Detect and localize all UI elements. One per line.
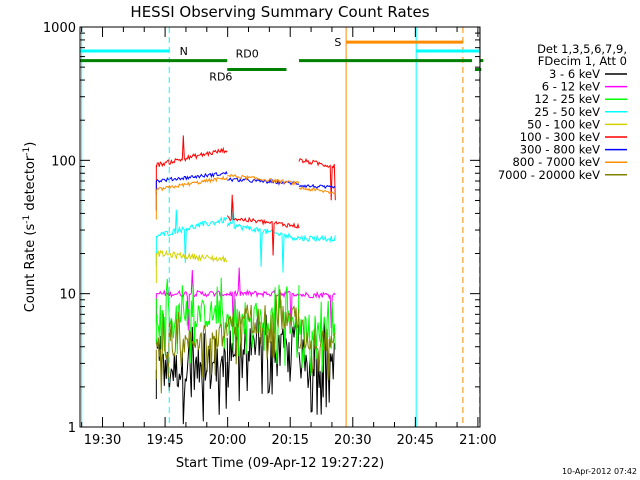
series-line-100-300 (155, 135, 228, 168)
legend-entry-label: 12 - 25 keV (534, 92, 600, 106)
plot-frame (79, 26, 481, 428)
series-line-6-12 (298, 290, 336, 329)
decim-label-rd6: RD6 (209, 71, 232, 84)
series-line-800-7000 (298, 186, 336, 195)
series-line-7000-20000 (155, 311, 228, 394)
series-layer (155, 135, 336, 425)
y-axis-label: Count Rate (s-1 detector-1) (22, 142, 38, 313)
legend-entry-label: 800 - 7000 keV (512, 155, 600, 169)
marker-layer: N S RD0 RD6 (80, 27, 484, 427)
series-line-3-6 (298, 318, 336, 415)
series-line-7000-20000 (226, 289, 300, 365)
x-tick-label: 20:15 (271, 433, 308, 448)
series-line-800-7000 (155, 175, 228, 192)
x-tick-label: 19:30 (84, 433, 121, 448)
y-axis-label-end: ) (23, 142, 38, 147)
y-tick-label: 100 (51, 154, 76, 169)
legend-header-1: Det 1,3,5,6,7,9, (537, 42, 627, 56)
x-tick-label: 21:00 (459, 433, 496, 448)
series-line-300-800 (298, 183, 336, 190)
legend-entry-label: 6 - 12 keV (542, 80, 600, 94)
series-line-25-50 (155, 209, 228, 264)
chart-title: HESSI Observing Summary Count Rates (130, 3, 429, 21)
legend-entry-label: 50 - 100 keV (527, 117, 600, 131)
series-line-12-25 (155, 277, 228, 364)
series-line-12-25 (226, 284, 300, 366)
x-tick-label: 20:30 (334, 433, 371, 448)
y-tick-label: 1000 (43, 21, 76, 36)
series-line-50-100 (155, 249, 228, 263)
decim-label-rd0: RD0 (236, 48, 259, 61)
legend-entry-label: 3 - 6 keV (549, 67, 600, 81)
series-line-300-800 (155, 170, 228, 183)
y-tick-label: 1 (68, 421, 76, 436)
y-axis-label-sup1: -1 (22, 215, 32, 224)
legend-header-2: FDecim 1, Att 0 (538, 54, 627, 68)
series-line-100-300 (298, 157, 336, 201)
y-tick-label: 10 (59, 288, 76, 303)
x-tick-label: 20:45 (397, 433, 434, 448)
x-tick-label: 19:45 (146, 433, 183, 448)
y-axis-label-mid: detector (23, 155, 38, 215)
night-flag-label: N (180, 45, 188, 58)
legend-entry-label: 100 - 300 keV (520, 130, 600, 144)
series-line-100-300 (226, 194, 300, 256)
footer-date: 10-Apr-2012 07:42 (562, 467, 637, 476)
series-line-25-50 (298, 234, 336, 244)
legend: Det 1,3,5,6,7,9, FDecim 1, Att 0 3 - 6 k… (498, 42, 627, 182)
series-line-7000-20000 (298, 319, 336, 381)
x-tick-label: 20:00 (209, 433, 246, 448)
series-line-800-7000 (227, 173, 300, 186)
legend-entry-label: 300 - 800 keV (520, 143, 600, 157)
x-axis-label: Start Time (09-Apr-12 19:27:22) (176, 456, 384, 471)
y-axis-label-sup2: -1 (22, 147, 32, 156)
axis-layer: 19:30 19:45 20:00 20:15 20:30 20:45 21:00 1 10 10… (43, 21, 497, 448)
legend-entry-label: 7000 - 20000 keV (498, 168, 600, 182)
series-line-12-25 (298, 300, 336, 376)
flare-flag-label: S (334, 36, 341, 49)
legend-entry-label: 25 - 50 keV (534, 105, 600, 119)
y-axis-label-main: Count Rate (s (23, 224, 38, 313)
series-line-25-50 (226, 202, 300, 273)
